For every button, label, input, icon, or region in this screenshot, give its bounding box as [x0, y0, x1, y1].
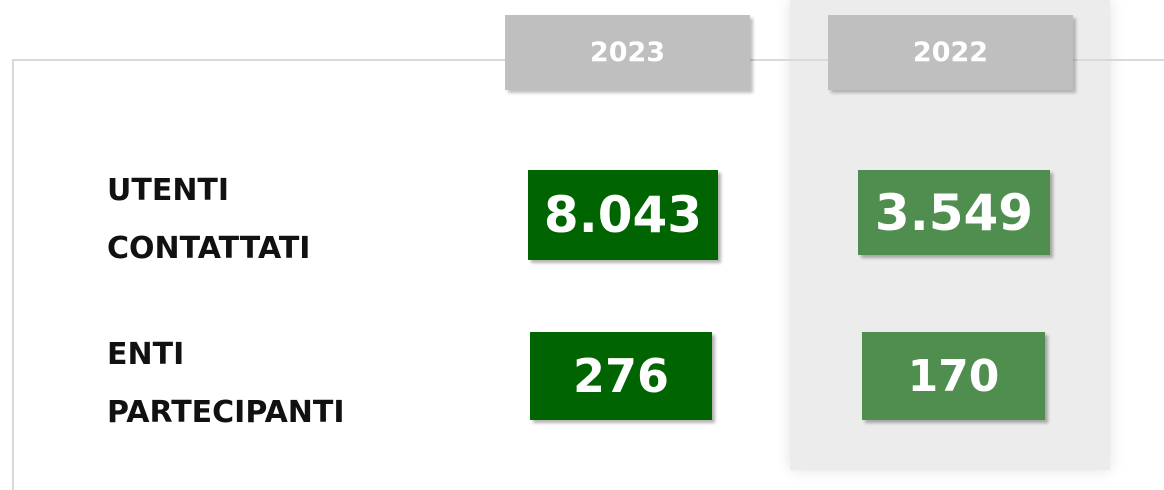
value-box: 3.549 [858, 170, 1050, 255]
value-box: 8.043 [528, 170, 718, 260]
column-header: 2023 [505, 15, 750, 90]
frame-line [12, 59, 14, 490]
row-label: ENTI PARTECIPANTI [107, 337, 345, 430]
row-label: UTENTI CONTATTATI [107, 173, 311, 266]
value-box: 276 [530, 332, 712, 420]
value-box: 170 [862, 332, 1045, 420]
column-header: 2022 [828, 15, 1073, 90]
